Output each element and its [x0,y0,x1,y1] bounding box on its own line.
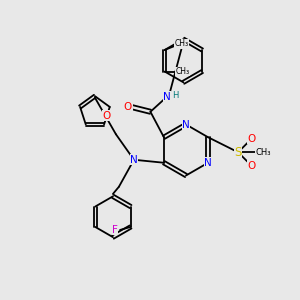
Text: CH₃: CH₃ [256,148,271,157]
Text: N: N [163,92,171,102]
Text: O: O [103,111,111,121]
Text: CH₃: CH₃ [176,67,190,76]
Text: H: H [172,91,178,100]
Text: CH₃: CH₃ [174,40,188,49]
Text: N: N [204,158,212,168]
Text: O: O [248,134,256,144]
Text: N: N [130,155,138,165]
Text: O: O [124,102,132,112]
Text: O: O [248,161,256,171]
Text: F: F [112,225,118,235]
Text: S: S [234,146,242,159]
Text: N: N [182,119,190,130]
